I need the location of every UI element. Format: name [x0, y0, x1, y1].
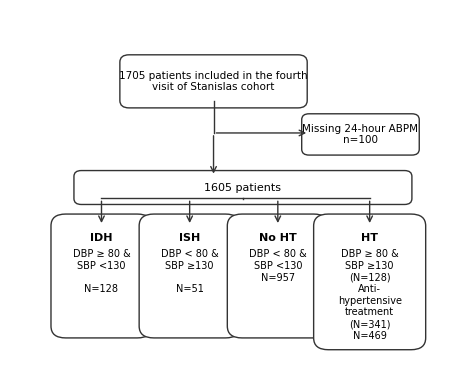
FancyBboxPatch shape	[139, 214, 240, 338]
FancyBboxPatch shape	[314, 214, 426, 350]
Text: HT: HT	[361, 232, 378, 243]
FancyBboxPatch shape	[74, 170, 412, 205]
Text: 1605 patients: 1605 patients	[204, 183, 282, 193]
FancyBboxPatch shape	[51, 214, 152, 338]
Text: No HT: No HT	[259, 232, 297, 243]
FancyBboxPatch shape	[301, 114, 419, 155]
Text: Missing 24-hour ABPM
n=100: Missing 24-hour ABPM n=100	[302, 124, 419, 145]
Text: DBP < 80 &
SBP <130
N=957: DBP < 80 & SBP <130 N=957	[249, 249, 307, 283]
Text: IDH: IDH	[90, 232, 113, 243]
Text: 1705 patients included in the fourth
visit of Stanislas cohort: 1705 patients included in the fourth vis…	[119, 70, 308, 92]
FancyBboxPatch shape	[120, 55, 307, 108]
Text: DBP ≥ 80 &
SBP <130

N=128: DBP ≥ 80 & SBP <130 N=128	[73, 249, 130, 294]
Text: ISH: ISH	[179, 232, 201, 243]
Text: DBP < 80 &
SBP ≥130

N=51: DBP < 80 & SBP ≥130 N=51	[161, 249, 219, 294]
Text: DBP ≥ 80 &
SBP ≥130
(N=128)
Anti-
hypertensive
treatment
(N=341)
N=469: DBP ≥ 80 & SBP ≥130 (N=128) Anti- hypert…	[337, 249, 401, 340]
FancyBboxPatch shape	[228, 214, 328, 338]
